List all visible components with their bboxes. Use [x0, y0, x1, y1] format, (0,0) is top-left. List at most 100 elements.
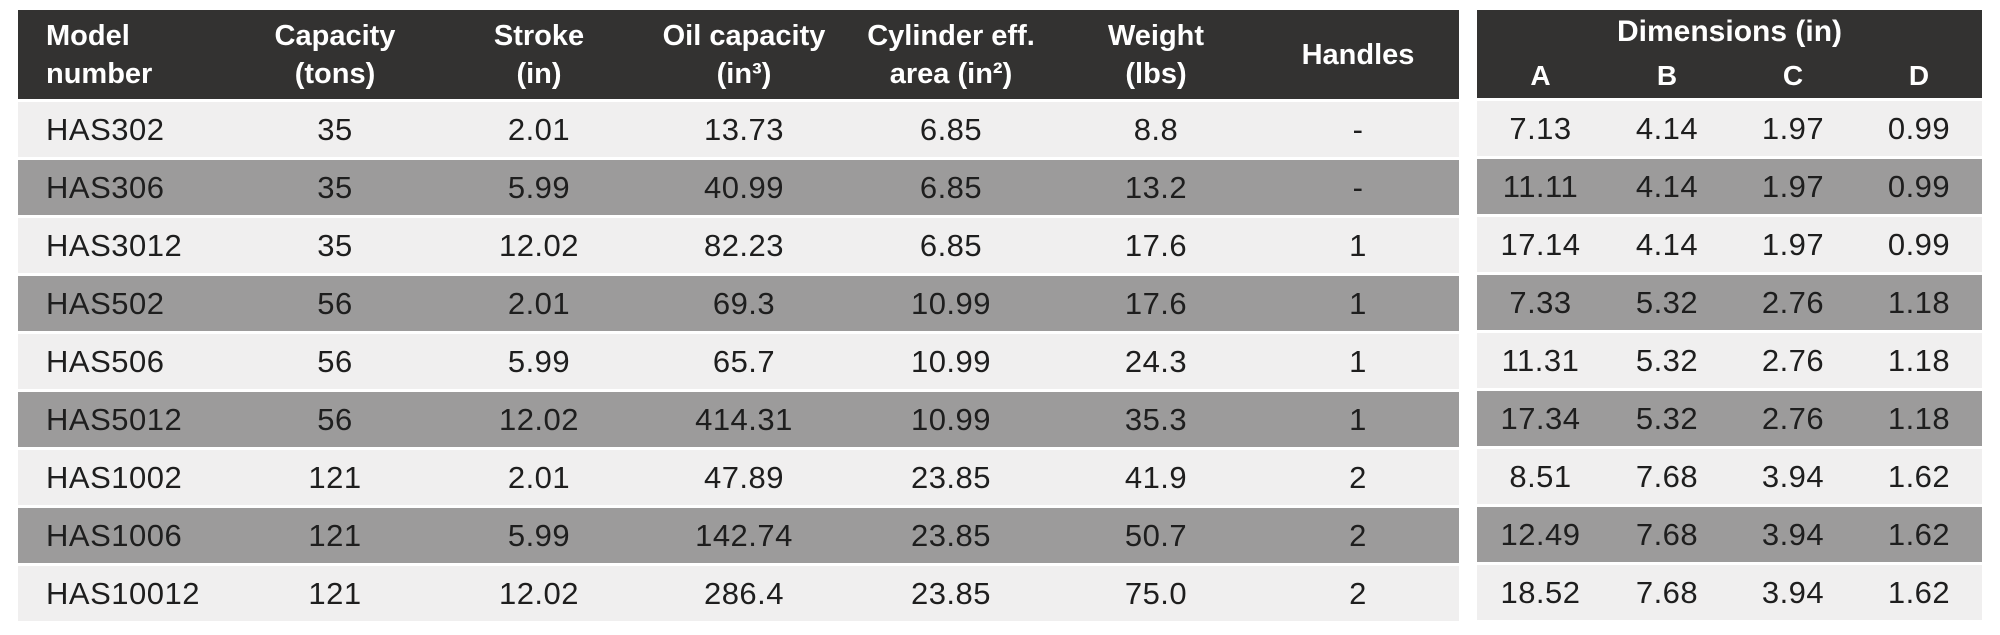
- table-cell: 5.99: [437, 160, 641, 218]
- header-line: (in): [516, 57, 562, 90]
- table-cell: 7.68: [1604, 449, 1730, 507]
- table-cell: 24.3: [1055, 334, 1257, 392]
- table-cell: 5.99: [437, 508, 641, 566]
- table-cell: 47.89: [641, 450, 847, 508]
- table-cell: 2.76: [1730, 333, 1856, 391]
- col-header-dim-a: A: [1477, 53, 1604, 101]
- table-cell: 286.4: [641, 566, 847, 624]
- table-cell: 75.0: [1055, 566, 1257, 624]
- table-row: 18.52 7.68 3.94 1.62: [1477, 565, 1983, 623]
- header-line: number: [46, 57, 153, 90]
- main-table-body: HAS302 35 2.01 13.73 6.85 8.8- HAS306 35 5.99 40.…: [18, 102, 1459, 624]
- table-cell: 4.14: [1604, 217, 1730, 275]
- table-cell: 6.85: [847, 102, 1055, 160]
- table-cell: 1.62: [1856, 507, 1983, 565]
- table-cell: 2.01: [437, 276, 641, 334]
- table-row: HAS306 35 5.99 40.99 6.85 13.2-: [18, 160, 1459, 218]
- header-line: Weight: [1107, 19, 1205, 52]
- table-cell: 35: [233, 218, 437, 276]
- dimensions-header-row: A B C D: [1477, 53, 1983, 101]
- header-line: Model: [46, 19, 130, 52]
- table-cell: 0.99: [1856, 159, 1983, 217]
- header-line: Stroke: [493, 19, 585, 52]
- header-line: (in³): [716, 57, 772, 90]
- table-cell: HAS302: [18, 102, 233, 160]
- dimensions-table-body: 7.13 4.14 1.97 0.99 11.11 4.14 1.97 0.99 17.14 4.…: [1477, 101, 1983, 623]
- table-cell: 65.7: [641, 334, 847, 392]
- header-line: Oil capacity: [662, 19, 826, 52]
- table-cell: 2.76: [1730, 275, 1856, 333]
- table-cell: 11.31: [1477, 333, 1604, 391]
- main-spec-table: Model number Capacity (tons) Stroke (in)…: [18, 10, 1459, 624]
- table-cell: 12.49: [1477, 507, 1604, 565]
- table-cell: 1.97: [1730, 217, 1856, 275]
- table-row: 11.11 4.14 1.97 0.99: [1477, 159, 1983, 217]
- table-cell: 4.14: [1604, 159, 1730, 217]
- table-cell: 56: [233, 392, 437, 450]
- table-cell: 1.97: [1730, 101, 1856, 159]
- table-cell: HAS1002: [18, 450, 233, 508]
- table-cell: 2: [1257, 450, 1459, 508]
- header-line: Handles: [1301, 38, 1415, 71]
- table-cell: 0.99: [1856, 217, 1983, 275]
- table-cell: 3.94: [1730, 449, 1856, 507]
- col-header-model-number: Model number: [18, 10, 233, 102]
- table-cell: 2: [1257, 508, 1459, 566]
- table-cell: 17.14: [1477, 217, 1604, 275]
- table-row: HAS502 56 2.01 69.3 10.99 17.6 1: [18, 276, 1459, 334]
- table-row: 12.49 7.68 3.94 1.62: [1477, 507, 1983, 565]
- table-cell: 18.52: [1477, 565, 1604, 623]
- table-cell: 12.02: [437, 566, 641, 624]
- table-cell: HAS10012: [18, 566, 233, 624]
- table-cell: 40.99: [641, 160, 847, 218]
- table-cell: 1.18: [1856, 391, 1983, 449]
- table-cell: 35: [233, 102, 437, 160]
- table-cell: 2: [1257, 566, 1459, 624]
- table-cell: 1.18: [1856, 275, 1983, 333]
- table-row: 17.34 5.32 2.76 1.18: [1477, 391, 1983, 449]
- table-cell: 23.85: [847, 566, 1055, 624]
- table-cell: 35: [233, 160, 437, 218]
- table-cell: 6.85: [847, 218, 1055, 276]
- table-cell: HAS5012: [18, 392, 233, 450]
- table-cell: 121: [233, 450, 437, 508]
- table-cell: 7.33: [1477, 275, 1604, 333]
- table-cell: 82.23: [641, 218, 847, 276]
- table-cell: 5.32: [1604, 391, 1730, 449]
- table-cell: 414.31: [641, 392, 847, 450]
- col-header-weight: Weight (lbs): [1055, 10, 1257, 102]
- table-cell: 5.32: [1604, 275, 1730, 333]
- col-header-capacity: Capacity (tons): [233, 10, 437, 102]
- table-cell: 10.99: [847, 392, 1055, 450]
- table-row: 17.14 4.14 1.97 0.99: [1477, 217, 1983, 275]
- col-header-cylinder-eff-area: Cylinder eff. area (in²): [847, 10, 1055, 102]
- table-cell: 5.32: [1604, 333, 1730, 391]
- table-cell: 56: [233, 276, 437, 334]
- table-row: 7.13 4.14 1.97 0.99: [1477, 101, 1983, 159]
- table-cell: 50.7: [1055, 508, 1257, 566]
- table-cell: 56: [233, 334, 437, 392]
- col-header-dim-b: B: [1604, 53, 1730, 101]
- table-row: HAS506 56 5.99 65.7 10.99 24.3 1: [18, 334, 1459, 392]
- table-cell: HAS306: [18, 160, 233, 218]
- table-cell: 41.9: [1055, 450, 1257, 508]
- table-cell: 6.85: [847, 160, 1055, 218]
- table-cell: 8.8: [1055, 102, 1257, 160]
- table-cell: 8.51: [1477, 449, 1604, 507]
- table-cell: 13.73: [641, 102, 847, 160]
- table-row: HAS3012 35 12.02 82.23 6.85 17.6 1: [18, 218, 1459, 276]
- col-header-handles: Handles: [1257, 10, 1459, 102]
- table-cell: 2.76: [1730, 391, 1856, 449]
- table-cell: HAS506: [18, 334, 233, 392]
- table-cell: 3.94: [1730, 507, 1856, 565]
- table-cell: 1: [1257, 276, 1459, 334]
- table-cell: -: [1257, 102, 1459, 160]
- table-row: 11.31 5.32 2.76 1.18: [1477, 333, 1983, 391]
- table-cell: HAS502: [18, 276, 233, 334]
- main-header-row: Model number Capacity (tons) Stroke (in)…: [18, 10, 1459, 102]
- col-header-stroke: Stroke (in): [437, 10, 641, 102]
- table-cell: 1: [1257, 392, 1459, 450]
- table-cell: HAS3012: [18, 218, 233, 276]
- table-row: 8.51 7.68 3.94 1.62: [1477, 449, 1983, 507]
